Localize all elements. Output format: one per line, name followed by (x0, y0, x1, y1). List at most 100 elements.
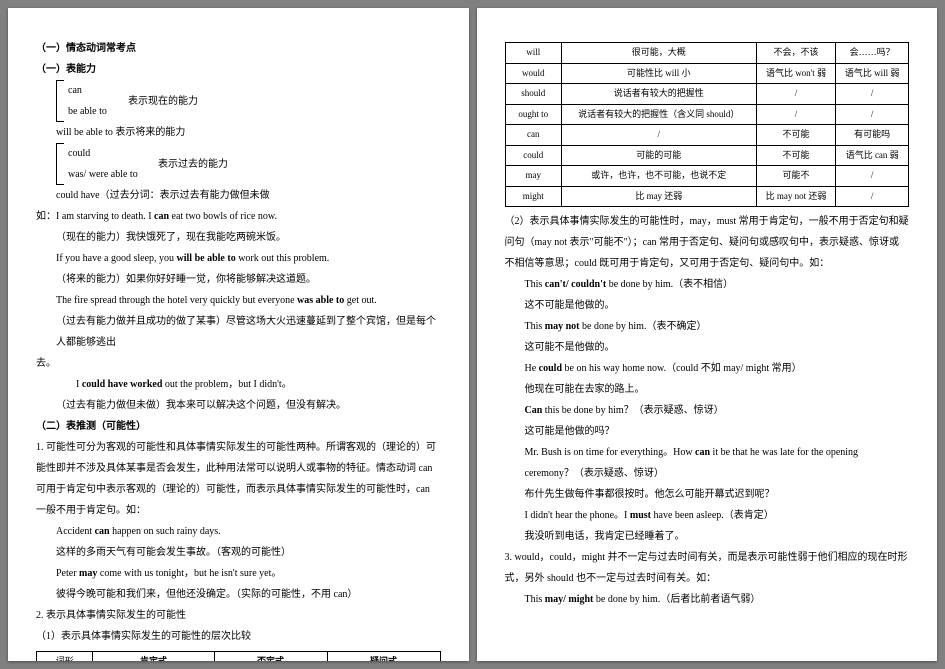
t2r4c1: ought to (505, 104, 561, 125)
example-7: This can't/ couldn't be done by him.（表不相… (505, 274, 910, 295)
ex5-pre: Accident (56, 526, 95, 537)
group-a-item-2: be able to (68, 101, 128, 122)
ex12-pre: I didn't hear the phone。I (525, 510, 630, 521)
t2r8c4: / (836, 186, 909, 207)
t2r8c1: might (505, 186, 561, 207)
ex10-bold: Can (525, 405, 543, 416)
ex2-post: work out this problem. (236, 253, 330, 264)
ex8-bold: may not (545, 321, 580, 332)
table-row: will很可能，大概不会，不该会……吗？ (505, 43, 909, 64)
t2r7c3: 可能不 (756, 166, 836, 187)
table-row: might比 may 还弱比 may not 还弱/ (505, 186, 909, 207)
could-have-line: could have（过去分词：表示过去有能力做但未做 (36, 185, 441, 206)
t2r5c3: 不可能 (756, 125, 836, 146)
ex1-pre: 如：I am starving to death. I (36, 211, 154, 222)
t2r2c4: 语气比 will 弱 (836, 63, 909, 84)
future-line: will be able to 表示将来的能力 (36, 122, 441, 143)
ex10-post: this be done by him？（表示疑惑、惊讶） (542, 405, 723, 416)
t2r3c4: / (836, 84, 909, 105)
ex12-post: have been asleep.（表肯定） (651, 510, 774, 521)
ex5-bold: can (95, 526, 110, 537)
ex8-post: be done by him.（表不确定） (580, 321, 707, 332)
translation-11: 布什先生做每件事都很按时。他怎么可能开幕式迟到呢？ (505, 484, 910, 505)
ex3-post: get out. (344, 295, 377, 306)
example-2: If you have a good sleep, you will be ab… (36, 248, 441, 269)
t2r8c3: 比 may not 还弱 (756, 186, 836, 207)
ex4-post: out the problem，but I didn't。 (162, 379, 291, 390)
translation-12: 我没听到电话，我肯定已经睡着了。 (505, 526, 910, 547)
t2r6c3: 不可能 (756, 145, 836, 166)
t2r2c1: would (505, 63, 561, 84)
heading-2: （一）表能力 (36, 59, 441, 80)
translation-10: 这可能是他做的吗？ (505, 421, 910, 442)
heading-1: （一）情态动词常考点 (36, 38, 441, 59)
paragraph-2a: （2）表示具体事情实际发生的可能性时，may，must 常用于肯定句，一般不用于… (505, 211, 910, 274)
th-q: 疑问式 (327, 652, 440, 662)
ex6-pre: Peter (56, 568, 79, 579)
ex13-pre: This (525, 594, 545, 605)
ex3-pre: The fire spread through the hotel very q… (56, 295, 297, 306)
table-row: could可能的可能不可能语气比 can 弱 (505, 145, 909, 166)
translation-3b: 去。 (36, 353, 441, 374)
ex7-bold: can't/ couldn't (545, 279, 606, 290)
t2r4c4: / (836, 104, 909, 125)
translation-2: （将来的能力）如果你好好睡一觉，你将能够解决这道题。 (36, 269, 441, 290)
page-2: will很可能，大概不会，不该会……吗？ would可能性比 will 小语气比… (477, 8, 938, 661)
ex13-post: be done by him.（后者比前者语气弱） (593, 594, 760, 605)
translation-4: （过去有能力做但未做）我本来可以解决这个问题，但没有解决。 (36, 395, 441, 416)
t2r1c2: 很可能，大概 (561, 43, 756, 64)
t2r5c4: 有可能吗 (836, 125, 909, 146)
t2r1c4: 会……吗？ (836, 43, 909, 64)
table-row: ought to说话者有较大的把握性（含义同 should）// (505, 104, 909, 125)
ex1-bold: can (154, 211, 169, 222)
sub-2a: （1）表示具体事情实际发生的可能性的层次比较 (36, 626, 441, 647)
ex11-pre: Mr. Bush is on time for everything。How (525, 447, 696, 458)
t2r6c4: 语气比 can 弱 (836, 145, 909, 166)
translation-9: 他现在可能在去家的路上。 (505, 379, 910, 400)
sub-2: 2. 表示具体事情实际发生的可能性 (36, 605, 441, 626)
th-pos: 肯定式 (93, 652, 214, 662)
t2r2c3: 语气比 won't 弱 (756, 63, 836, 84)
ex9-pre: He (525, 363, 539, 374)
example-6: Peter may come with us tonight，but he is… (36, 563, 441, 584)
table-row: may或许，也许，也不可能，也说不定可能不/ (505, 166, 909, 187)
ex2-pre: If you have a good sleep, you (56, 253, 177, 264)
ex5-post: happen on such rainy days. (110, 526, 221, 537)
translation-1: （现在的能力）我快饿死了，现在我能吃两碗米饭。 (36, 227, 441, 248)
t2r7c4: / (836, 166, 909, 187)
t2r3c2: 说话者有较大的把握性 (561, 84, 756, 105)
ex12-bold: must (630, 510, 651, 521)
ex13-bold: may/ might (545, 594, 594, 605)
t2r8c2: 比 may 还弱 (561, 186, 756, 207)
t2r3c3: / (756, 84, 836, 105)
t2r2c2: 可能性比 will 小 (561, 63, 756, 84)
ex4-bold: could have worked (82, 379, 163, 390)
bracket-icon (56, 143, 64, 185)
page-1: （一）情态动词常考点 （一）表能力 can be able to 表示现在的能力… (8, 8, 469, 661)
group-b-item-2: was/ were able to (68, 164, 158, 185)
table-row: should说话者有较大的把握性// (505, 84, 909, 105)
t2r5c2: / (561, 125, 756, 146)
t2r4c2: 说话者有较大的把握性（含义同 should） (561, 104, 756, 125)
th-neg: 否定式 (214, 652, 327, 662)
example-3: The fire spread through the hotel very q… (36, 290, 441, 311)
example-4: I could have worked out the problem，but … (36, 374, 441, 395)
translation-8: 这可能不是他做的。 (505, 337, 910, 358)
example-12: I didn't hear the phone。I must have been… (505, 505, 910, 526)
t2r3c1: should (505, 84, 561, 105)
t2r6c1: could (505, 145, 561, 166)
ex9-bold: could (539, 363, 562, 374)
heading-3: （二）表推测（可能性） (36, 416, 441, 437)
ex6-post: come with us tonight，but he isn't sure y… (97, 568, 281, 579)
t2r7c2: 或许，也许，也不可能，也说不定 (561, 166, 756, 187)
ex7-pre: This (525, 279, 545, 290)
group-a-item-1: can (68, 80, 128, 101)
t2r5c1: can (505, 125, 561, 146)
ex7-post: be done by him.（表不相信） (606, 279, 733, 290)
table-row: would可能性比 will 小语气比 won't 弱语气比 will 弱 (505, 63, 909, 84)
example-13: This may/ might be done by him.（后者比前者语气弱… (505, 589, 910, 610)
modal-table-2: will很可能，大概不会，不该会……吗？ would可能性比 will 小语气比… (505, 42, 910, 207)
ex8-pre: This (525, 321, 545, 332)
group-b-label: 表示过去的能力 (158, 154, 228, 175)
ex3-bold: was able to (297, 295, 344, 306)
